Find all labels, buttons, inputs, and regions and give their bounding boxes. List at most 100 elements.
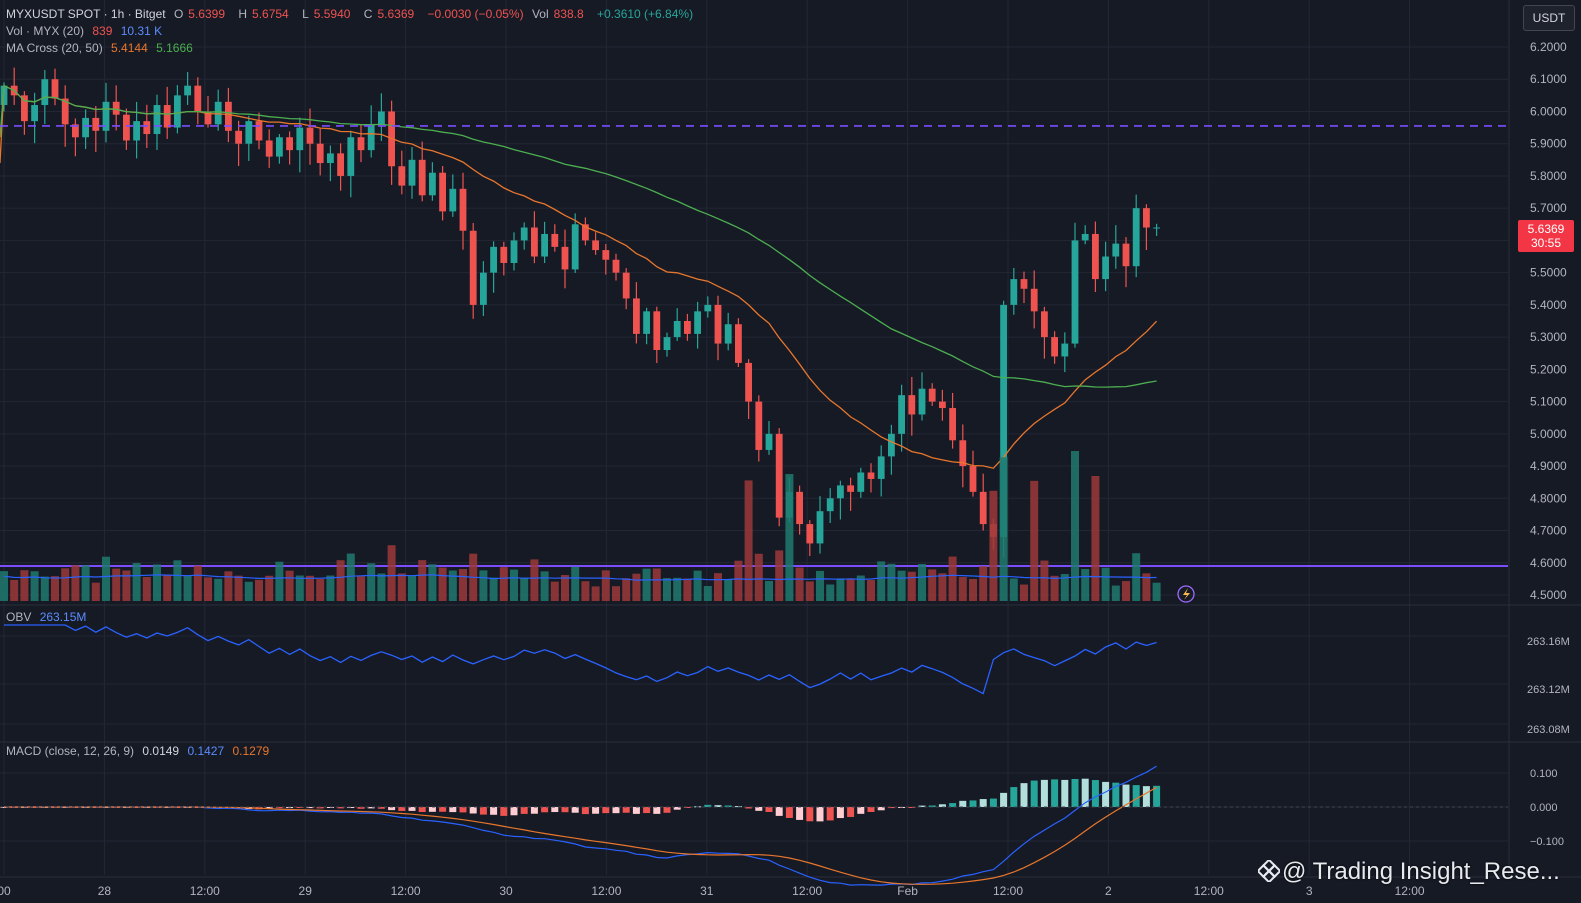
candle xyxy=(1051,331,1058,364)
candle xyxy=(347,130,355,198)
candle-body xyxy=(1122,243,1130,267)
volume-bar xyxy=(10,579,19,601)
candle-body xyxy=(265,140,273,157)
time-tick-label: 28 xyxy=(98,884,112,898)
candle xyxy=(449,174,457,217)
volume-bar xyxy=(397,573,406,601)
volume-bar xyxy=(387,545,396,601)
candle xyxy=(10,67,18,105)
volume-bar xyxy=(1081,569,1090,601)
candle-body xyxy=(918,388,926,415)
candle xyxy=(939,389,946,421)
candle xyxy=(163,86,171,139)
candle-body xyxy=(1071,240,1079,344)
macd-histogram-bar xyxy=(581,807,589,815)
macd-histogram-bar xyxy=(622,807,630,813)
macd-histogram-bar xyxy=(836,807,844,819)
candle xyxy=(194,77,202,125)
macd-histogram-bar xyxy=(653,807,661,814)
currency-selector[interactable]: USDT xyxy=(1523,5,1575,31)
candle xyxy=(837,480,844,520)
candle xyxy=(61,85,69,147)
candle xyxy=(398,150,406,195)
volume-bar xyxy=(1101,567,1110,601)
volume-bar xyxy=(652,568,661,601)
obv-tick-label: 263.08M xyxy=(1527,724,1570,736)
volume-bar xyxy=(958,576,967,601)
macd-histogram-bar xyxy=(816,807,824,822)
candle xyxy=(928,383,936,406)
macd-histogram-bar xyxy=(439,807,447,812)
time-tick-label: 12:00 xyxy=(1395,884,1425,898)
candle-body xyxy=(928,388,936,402)
candle xyxy=(102,82,110,143)
macd-histogram-bar xyxy=(1122,784,1130,807)
macd-histogram-bar xyxy=(1132,785,1140,807)
alert-bolt-shape xyxy=(1183,588,1190,600)
volume-bar xyxy=(887,563,896,601)
macd-tick-label: 0.100 xyxy=(1530,768,1558,780)
candle-body xyxy=(418,159,426,196)
candle xyxy=(847,477,854,511)
macd-histogram-bar xyxy=(1142,786,1150,807)
candle xyxy=(531,211,538,264)
macd-histogram-bar xyxy=(989,798,997,807)
candle xyxy=(265,129,273,168)
time-tick-label: Feb xyxy=(897,884,918,898)
candle xyxy=(245,115,253,161)
volume-bar xyxy=(204,577,212,601)
candle xyxy=(112,85,120,131)
macd-histogram-bar xyxy=(316,807,324,809)
macd-histogram-bar xyxy=(908,807,916,808)
price-tick-label: 5.1000 xyxy=(1530,395,1567,409)
candle-body xyxy=(174,95,181,128)
macd-histogram-bar xyxy=(1020,783,1028,807)
obv-pane xyxy=(4,624,1157,695)
candle-body xyxy=(214,101,222,125)
candle-body xyxy=(898,395,905,434)
ohlc-close: C 5.6369 xyxy=(363,7,415,21)
ma-slow-line xyxy=(0,84,1157,388)
volume-bar xyxy=(244,581,253,601)
candle-body xyxy=(490,246,497,273)
macd-histogram-bar xyxy=(796,807,804,820)
candle-body xyxy=(755,401,763,450)
volume-bar xyxy=(316,578,325,601)
candle-body xyxy=(429,172,436,196)
volume-ma-value: 10.31 K xyxy=(120,24,163,38)
volume-bar xyxy=(989,490,998,601)
volume-bar xyxy=(326,575,335,601)
candle-body xyxy=(1081,233,1089,241)
candle-body xyxy=(602,250,610,260)
volume-bar xyxy=(948,556,957,601)
volume-bar xyxy=(428,564,437,601)
candle-body xyxy=(959,440,967,467)
macd-histogram-bar xyxy=(286,807,294,809)
candle-body xyxy=(316,143,324,164)
macd-histogram-bar xyxy=(806,807,814,822)
volume-bar xyxy=(408,575,416,601)
macd-histogram-bar xyxy=(1061,779,1069,807)
candle-body xyxy=(837,485,844,499)
obv-value: 263.15M xyxy=(39,610,87,624)
volume-bar xyxy=(30,571,39,601)
macd-histogram-bar xyxy=(561,807,569,813)
volume-bar xyxy=(734,560,743,601)
candle-body xyxy=(571,224,579,270)
price-tick-label: 5.2000 xyxy=(1530,362,1567,376)
candle-body xyxy=(735,324,742,363)
macd-histogram-bar xyxy=(632,807,640,814)
volume-bar xyxy=(1071,451,1079,601)
macd-histogram-bar xyxy=(449,807,457,813)
volume-bar xyxy=(724,579,733,601)
candle xyxy=(826,488,834,524)
volume-bar xyxy=(918,563,926,601)
volume-legend: Vol · MYX (20) 839 10.31 K xyxy=(6,24,167,38)
symbol-title: MYXUSDT SPOT · 1h · Bitget xyxy=(6,7,166,21)
macd-histogram-bar xyxy=(643,807,651,814)
volume-bar xyxy=(102,556,110,601)
time-axis: 00 28 12:00 29 12:00 30 12:00 31 12:00 Feb 12:00 2 1… xyxy=(0,884,1425,898)
candle xyxy=(72,118,79,157)
macd-histogram-bar xyxy=(500,807,508,816)
